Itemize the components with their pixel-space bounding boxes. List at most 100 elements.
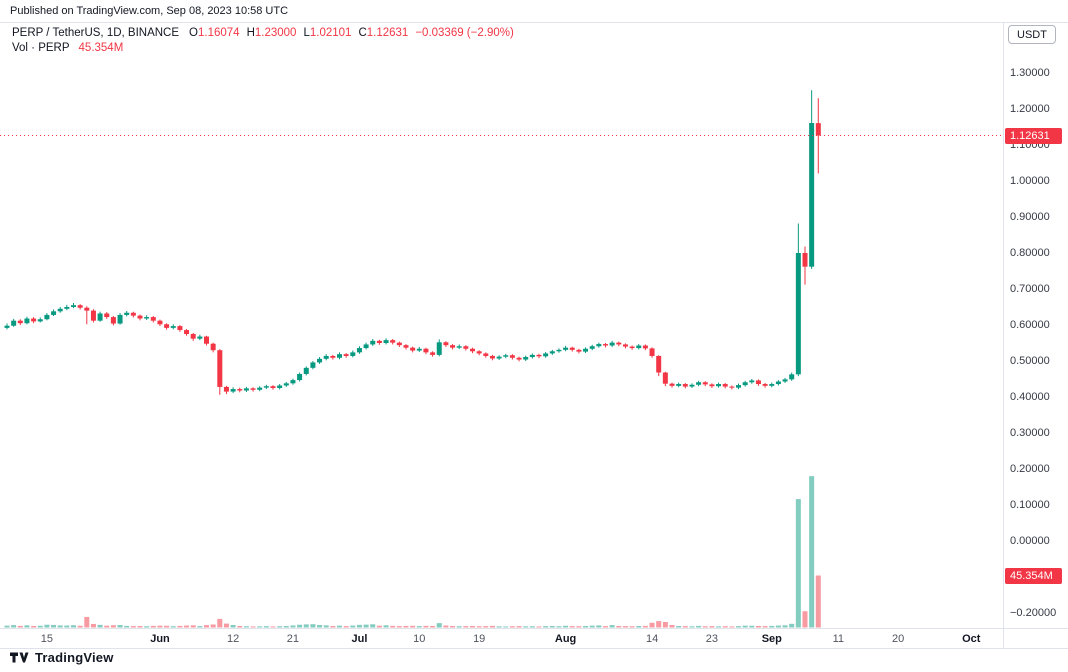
candle-body bbox=[84, 307, 90, 311]
price-tick-label: −0.20000 bbox=[1010, 607, 1057, 619]
volume-bar bbox=[662, 622, 668, 628]
candle-body bbox=[649, 348, 655, 356]
candle-body bbox=[396, 342, 402, 346]
candle-body bbox=[117, 314, 123, 324]
candle-body bbox=[184, 330, 190, 334]
candle-body bbox=[722, 384, 728, 387]
volume-bar bbox=[716, 626, 722, 628]
candle-body bbox=[642, 345, 648, 349]
volume-bar bbox=[629, 626, 635, 628]
volume-bar bbox=[71, 625, 76, 628]
volume-bar bbox=[144, 626, 150, 628]
time-tick-label: Jul bbox=[351, 633, 368, 645]
candle-body bbox=[290, 380, 296, 384]
volume-bar bbox=[317, 624, 323, 628]
candle-body bbox=[390, 340, 396, 343]
volume-bar bbox=[436, 623, 442, 628]
candle-body bbox=[343, 354, 349, 356]
candle-body bbox=[656, 355, 662, 373]
price-axis-divider bbox=[1003, 22, 1004, 648]
price-tick-label: 1.00000 bbox=[1010, 175, 1050, 187]
volume-bar bbox=[124, 625, 130, 628]
volume-bar bbox=[456, 626, 462, 628]
candle-body bbox=[124, 312, 130, 315]
candle-body bbox=[669, 383, 675, 386]
volume-bar bbox=[410, 625, 416, 628]
time-tick-label: 20 bbox=[891, 633, 905, 645]
volume-bar bbox=[150, 625, 156, 628]
volume-bar bbox=[137, 626, 143, 628]
time-tick-label: Aug bbox=[554, 633, 577, 645]
time-tick-label: Sep bbox=[761, 633, 782, 645]
candle-body bbox=[177, 326, 183, 331]
bottom-divider bbox=[0, 648, 1068, 649]
candle-body bbox=[696, 382, 702, 385]
ohlc-low: L1.02101 bbox=[303, 27, 351, 39]
tradingview-logo-icon bbox=[10, 652, 29, 663]
legend-volume-row: Vol · PERP 45.354M bbox=[12, 41, 514, 55]
volume-bar bbox=[503, 626, 509, 628]
candle-body bbox=[802, 253, 808, 267]
candle-body bbox=[755, 380, 761, 385]
high-value: 1.23000 bbox=[254, 27, 297, 39]
candle-body bbox=[749, 380, 755, 383]
volume-bar bbox=[97, 624, 103, 628]
volume-bar bbox=[223, 623, 229, 628]
volume-bar bbox=[489, 625, 495, 628]
candle-body bbox=[356, 348, 362, 353]
open-value: 1.16074 bbox=[197, 27, 240, 39]
time-tick-label: 19 bbox=[473, 633, 486, 645]
tradingview-logo[interactable]: TradingView bbox=[10, 650, 114, 665]
time-scale[interactable]: 15 Jun 12 21 Jul 10 19 Aug 14 23 Sep 11 20 Oct bbox=[0, 628, 1003, 648]
volume-bar bbox=[516, 626, 522, 628]
volume-bar bbox=[257, 626, 263, 628]
candle-body bbox=[51, 311, 57, 315]
volume-bar bbox=[529, 626, 535, 628]
last-volume-badge: 45.354M bbox=[1005, 567, 1062, 584]
candle-body bbox=[283, 383, 289, 386]
volume-bar bbox=[197, 626, 203, 628]
last-price-badge: 1.12631 bbox=[1005, 127, 1062, 144]
candle-body bbox=[157, 320, 163, 325]
candle-body bbox=[616, 342, 622, 345]
candle-body bbox=[543, 353, 549, 357]
volume-bar bbox=[403, 626, 409, 628]
volume-bar bbox=[130, 626, 136, 628]
candle-body bbox=[676, 384, 682, 386]
candle-body bbox=[536, 354, 542, 357]
volume-bar bbox=[536, 626, 542, 628]
candle-body bbox=[569, 347, 575, 350]
candle-body bbox=[483, 353, 489, 356]
candle-body bbox=[496, 356, 502, 359]
candle-body bbox=[762, 384, 768, 386]
candle-body bbox=[310, 362, 316, 368]
volume-bar bbox=[696, 625, 702, 628]
ohlc-open: O1.16074 bbox=[189, 27, 240, 39]
volume-bar bbox=[164, 625, 170, 628]
volume-bar bbox=[470, 626, 475, 628]
volume-bar bbox=[250, 626, 256, 628]
candle-body bbox=[476, 351, 482, 354]
price-tick-label: 0.50000 bbox=[1010, 355, 1050, 367]
candle-body bbox=[144, 317, 150, 319]
currency-toggle-button[interactable]: USDT bbox=[1008, 25, 1056, 44]
volume-bar bbox=[476, 626, 482, 628]
candle-body bbox=[603, 344, 608, 346]
volume-bar bbox=[596, 625, 602, 628]
volume-study-label[interactable]: Vol · PERP bbox=[12, 42, 70, 54]
candle-body bbox=[470, 348, 475, 352]
volume-bar bbox=[190, 625, 196, 628]
volume-bar bbox=[383, 625, 389, 628]
candle-body bbox=[263, 386, 269, 388]
volume-bar bbox=[11, 625, 17, 628]
volume-bar bbox=[815, 575, 821, 628]
volume-bar bbox=[204, 625, 209, 628]
candle-body bbox=[563, 347, 569, 350]
symbol-title[interactable]: PERP / TetherUS, 1D, BINANCE bbox=[12, 27, 180, 39]
volume-bar bbox=[243, 626, 249, 628]
volume-bar bbox=[569, 626, 575, 628]
time-tick-label: Jun bbox=[150, 633, 170, 645]
price-scale[interactable]: 1.30000 1.20000 1.10000 1.00000 0.90000 0.800… bbox=[1004, 22, 1068, 628]
